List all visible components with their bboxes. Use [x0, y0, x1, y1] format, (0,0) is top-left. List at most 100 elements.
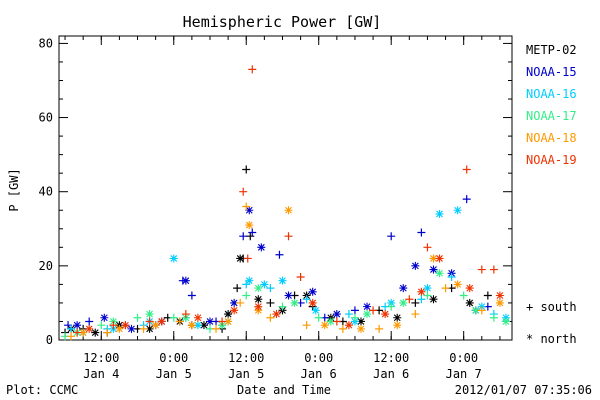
- south-point: [236, 298, 245, 307]
- legend-south-symbol: + south: [526, 300, 577, 314]
- south-point: [387, 302, 396, 311]
- y-tick-label: 60: [39, 111, 53, 125]
- south-point: [266, 298, 275, 307]
- north-point: [272, 310, 281, 319]
- north-point: [206, 317, 214, 326]
- north-point: [290, 298, 299, 307]
- x-tick-label-date: Jan 5: [228, 367, 264, 381]
- x-tick-label-time: 0:00: [449, 351, 478, 365]
- south-point: [243, 254, 252, 263]
- north-point: [344, 321, 353, 330]
- chart-title: Hemispheric Power [GW]: [183, 13, 382, 31]
- north-point: [254, 302, 263, 311]
- north-point: [245, 206, 254, 215]
- south-point: [477, 306, 486, 315]
- y-tick-label: 40: [39, 185, 53, 199]
- north-point: [495, 298, 504, 307]
- north-point: [260, 280, 269, 289]
- north-point: [121, 321, 130, 330]
- north-point: [423, 284, 432, 293]
- south-point: [369, 306, 378, 315]
- north-point: [465, 284, 474, 293]
- south-point: [350, 306, 359, 315]
- north-point: [169, 254, 178, 263]
- south-point: [411, 310, 420, 319]
- north-point: [381, 310, 390, 319]
- south-point: [109, 321, 118, 330]
- south-point: [73, 328, 82, 337]
- data-points: [61, 65, 510, 341]
- north-point: [471, 306, 480, 315]
- south-point: [145, 317, 154, 326]
- north-point: [326, 317, 335, 326]
- x-tick-label-date: Jan 6: [373, 367, 409, 381]
- x-tick-label-time: 12:00: [228, 351, 264, 365]
- south-point: [218, 317, 227, 326]
- south-point: [97, 321, 106, 330]
- north-point: [100, 313, 109, 322]
- south-point: [375, 324, 384, 333]
- north-point: [393, 313, 402, 322]
- north-point: [199, 321, 208, 330]
- south-point: [169, 313, 178, 322]
- north-point: [157, 317, 166, 326]
- north-point: [245, 276, 254, 285]
- series-noaa-19: [73, 65, 504, 337]
- legend-entry-noaa-19: NOAA-19: [526, 153, 577, 167]
- south-point: [181, 310, 190, 319]
- south-point: [338, 324, 347, 333]
- south-point: [417, 295, 426, 304]
- north-point: [230, 298, 239, 307]
- north-point: [320, 321, 329, 330]
- south-point: [483, 291, 492, 300]
- north-point: [145, 310, 154, 319]
- legend-north-symbol: * north: [526, 332, 577, 346]
- north-point: [393, 321, 402, 330]
- legend-entry-noaa-16: NOAA-16: [526, 87, 577, 101]
- north-point: [308, 298, 317, 307]
- plot-axes: 0 20 40 60 80 12:00 Jan 4 0:00 Jan 5 12:00 Jan 5 0:…: [39, 35, 513, 381]
- south-point: [489, 313, 498, 322]
- series-noaa-18: [67, 202, 504, 341]
- north-point: [145, 324, 154, 333]
- south-point: [489, 265, 498, 274]
- south-point: [477, 265, 486, 274]
- x-tick-label-date: Jan 7: [446, 367, 482, 381]
- south-point: [266, 284, 275, 293]
- south-point: [175, 317, 184, 326]
- series-noaa-17: [61, 269, 510, 341]
- north-point: [254, 284, 263, 293]
- north-point: [435, 269, 444, 278]
- south-point: [212, 324, 221, 333]
- south-point: [344, 310, 353, 319]
- south-point: [248, 228, 257, 237]
- y-tick-label: 80: [39, 36, 53, 50]
- x-tick-label-date: Jan 6: [301, 367, 337, 381]
- north-point: [311, 306, 320, 315]
- north-point: [411, 261, 420, 270]
- south-point: [67, 332, 76, 341]
- north-point: [278, 276, 287, 285]
- legend-entry-noaa-15: NOAA-15: [526, 65, 577, 79]
- north-point: [193, 321, 202, 330]
- north-point: [453, 206, 462, 215]
- north-point: [224, 317, 233, 326]
- south-point: [411, 298, 420, 307]
- north-point: [85, 324, 94, 333]
- south-point: [239, 187, 248, 196]
- north-point: [284, 206, 293, 215]
- south-point: [447, 272, 456, 281]
- south-point: [239, 232, 248, 241]
- south-point: [462, 165, 471, 174]
- x-tick-label-date: Jan 5: [156, 367, 192, 381]
- south-point: [233, 284, 242, 293]
- south-point: [441, 284, 450, 293]
- series-noaa-16: [67, 206, 510, 337]
- legend-entry-metp-02: METP-02: [526, 43, 577, 57]
- x-tick-label-date: Jan 4: [83, 367, 119, 381]
- north-point: [187, 321, 196, 330]
- legend-entry-noaa-18: NOAA-18: [526, 131, 577, 145]
- x-tick-label-time: 0:00: [159, 351, 188, 365]
- north-point: [363, 302, 372, 311]
